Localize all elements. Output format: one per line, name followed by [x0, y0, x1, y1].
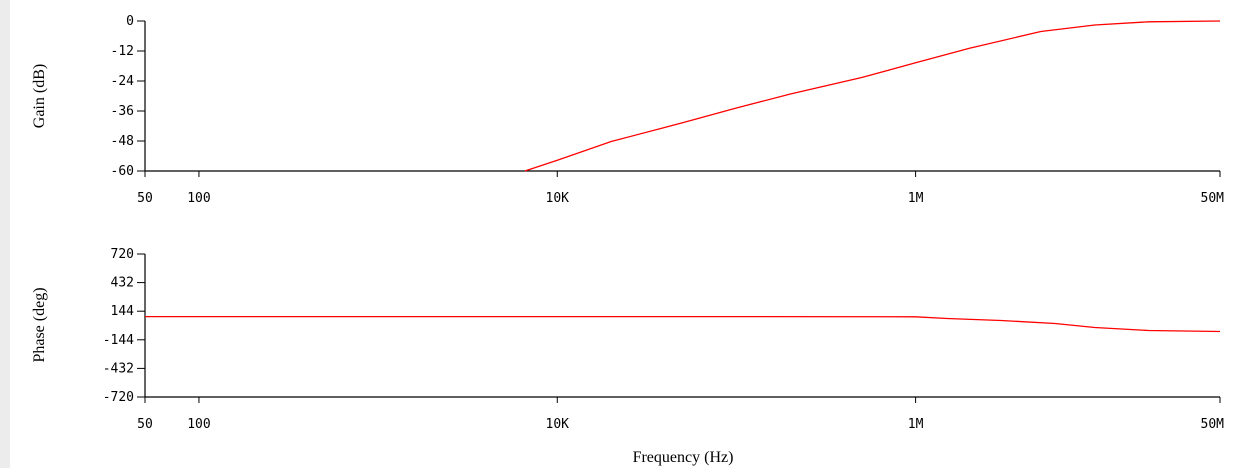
y-tick-label: -144	[103, 333, 134, 348]
y-tick-label: -60	[111, 164, 134, 179]
x-tick-label: 50M	[1201, 417, 1225, 432]
y-tick-label: 432	[111, 276, 134, 291]
series-line	[524, 20, 1221, 172]
y-tick-label: -48	[111, 134, 134, 149]
y-tick-label: -36	[111, 104, 134, 119]
y-tick-label: 144	[111, 304, 135, 319]
x-tick-label: 100	[187, 417, 210, 432]
y-tick-label: -432	[103, 361, 134, 376]
x-axis-label: Frequency (Hz)	[633, 449, 734, 466]
x-tick-label: 1M	[908, 417, 924, 432]
y-axis-label: Gain (dB)	[31, 64, 48, 128]
y-tick-label: 720	[111, 247, 134, 262]
y-tick-label: -12	[111, 44, 134, 59]
x-tick-label: 50M	[1201, 191, 1225, 206]
series-line	[145, 315, 1221, 333]
y-axis-label: Phase (deg)	[31, 287, 48, 362]
x-tick-label: 1M	[908, 191, 924, 206]
y-tick-label: -24	[111, 74, 135, 89]
x-tick-label: 50	[137, 417, 153, 432]
x-tick-label: 100	[187, 191, 210, 206]
x-tick-label: 10K	[546, 417, 570, 432]
x-tick-label: 10K	[546, 191, 570, 206]
x-tick-label: 50	[137, 191, 153, 206]
y-tick-label: 0	[126, 14, 134, 29]
window-left-border	[0, 0, 10, 468]
y-tick-label: -720	[103, 390, 134, 405]
